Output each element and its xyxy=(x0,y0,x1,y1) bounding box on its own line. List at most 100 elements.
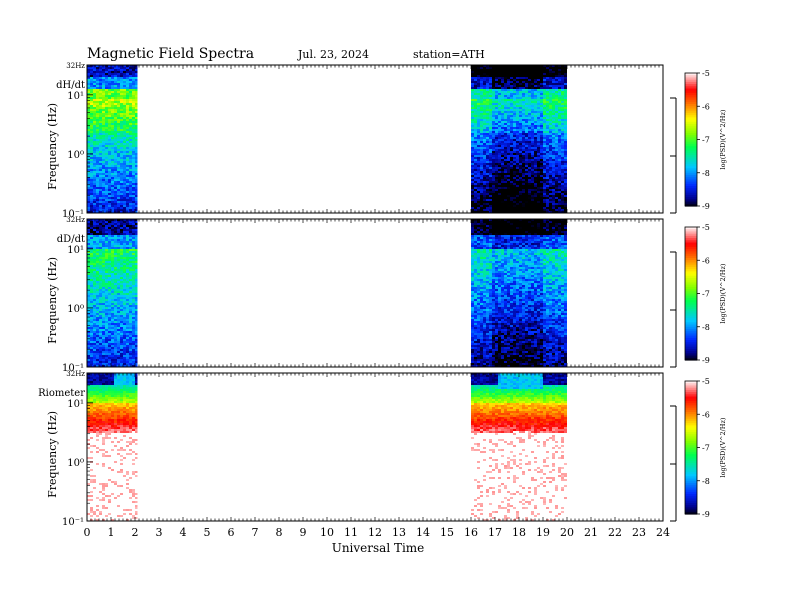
spectrogram-cell xyxy=(93,145,96,147)
spectrogram-cell xyxy=(90,163,93,165)
spectrogram-cell xyxy=(102,125,105,127)
spectrogram-cell xyxy=(498,209,501,211)
spectrogram-cell xyxy=(105,245,108,247)
spectrogram-cell xyxy=(135,203,138,205)
spectrogram-cell xyxy=(561,91,564,93)
spectrogram-cell xyxy=(114,65,117,67)
spectrogram-cell xyxy=(564,107,567,109)
spectrogram-cell xyxy=(135,95,138,97)
spectrogram-cell xyxy=(516,65,519,67)
spectrogram-cell xyxy=(132,231,135,233)
spectrogram-cell xyxy=(522,99,525,101)
spectrogram-cell xyxy=(483,71,486,73)
spectrogram-cell xyxy=(111,317,114,319)
spectrogram-cell xyxy=(486,67,489,69)
spectrogram-cell xyxy=(90,199,93,201)
spectrogram-cell xyxy=(480,211,483,213)
spectrogram-cell xyxy=(108,115,111,117)
spectrogram-cell xyxy=(117,289,120,291)
spectrogram-cell xyxy=(546,185,549,187)
spectrogram-cell xyxy=(471,143,474,145)
spectrogram-cell xyxy=(99,283,102,285)
spectrogram-cell xyxy=(534,181,537,183)
spectrogram-cell xyxy=(117,257,120,259)
spectrogram-cell xyxy=(483,73,486,75)
spectrogram-cell xyxy=(87,195,90,197)
spectrogram-cell xyxy=(129,309,132,311)
spectrogram-cell xyxy=(93,323,96,325)
spectrogram-cell xyxy=(516,97,519,99)
spectrogram-cell xyxy=(123,121,126,123)
spectrogram-cell xyxy=(483,209,486,211)
spectrogram-cell xyxy=(534,77,537,79)
spectrogram-cell xyxy=(93,241,96,243)
spectrogram-cell xyxy=(99,167,102,169)
spectrogram-cell xyxy=(522,89,525,91)
spectrogram-cell xyxy=(564,167,567,169)
spectrogram-cell xyxy=(486,175,489,177)
spectrogram-cell xyxy=(105,321,108,323)
spectrogram-cell xyxy=(501,191,504,193)
spectrogram-cell xyxy=(504,111,507,113)
spectrogram-cell xyxy=(120,227,123,229)
spectrogram-cell xyxy=(540,91,543,93)
spectrogram-cell xyxy=(504,199,507,201)
spectrogram-cell xyxy=(126,225,129,227)
spectrogram-cell xyxy=(528,87,531,89)
spectrogram-cell xyxy=(99,193,102,195)
spectrogram-cell xyxy=(498,79,501,81)
spectrogram-cell xyxy=(492,71,495,73)
spectrogram-cell xyxy=(549,75,552,77)
spectrogram-cell xyxy=(93,307,96,309)
spectrogram-cell xyxy=(99,267,102,269)
spectrogram-cell xyxy=(114,153,117,155)
spectrogram-cell xyxy=(108,73,111,75)
spectrogram-cell xyxy=(108,119,111,121)
spectrogram-cell xyxy=(501,111,504,113)
spectrogram-cell xyxy=(129,241,132,243)
spectrogram-cell xyxy=(513,97,516,99)
spectrogram-cell xyxy=(105,271,108,273)
spectrogram-cell xyxy=(477,69,480,71)
spectrogram-cell xyxy=(96,141,99,143)
spectrogram-cell xyxy=(129,85,132,87)
spectrogram-cell xyxy=(111,313,114,315)
spectrogram-cell xyxy=(102,157,105,159)
spectrogram-cell xyxy=(105,265,108,267)
spectrogram-cell xyxy=(558,147,561,149)
spectrogram-cell xyxy=(492,137,495,139)
spectrogram-cell xyxy=(474,187,477,189)
spectrogram-cell xyxy=(90,119,93,121)
spectrogram-cell xyxy=(540,77,543,79)
spectrogram-cell xyxy=(87,127,90,129)
spectrogram-cell xyxy=(96,151,99,153)
spectrogram-cell xyxy=(489,105,492,107)
spectrogram-cell xyxy=(105,121,108,123)
spectrogram-cell xyxy=(480,183,483,185)
spectrogram-cell xyxy=(111,91,114,93)
spectrogram-cell xyxy=(108,75,111,77)
spectrogram-cell xyxy=(525,137,528,139)
spectrogram-cell xyxy=(549,129,552,131)
spectrogram-cell xyxy=(126,95,129,97)
spectrogram-cell xyxy=(528,115,531,117)
spectrogram-cell xyxy=(561,109,564,111)
spectrogram-cell xyxy=(108,79,111,81)
spectrogram-cell xyxy=(96,73,99,75)
spectrogram-cell xyxy=(540,101,543,103)
spectrogram-cell xyxy=(132,269,135,271)
spectrogram-cell xyxy=(540,129,543,131)
spectrogram-cell xyxy=(531,175,534,177)
spectrogram-cell xyxy=(492,165,495,167)
spectrogram-cell xyxy=(525,165,528,167)
spectrogram-cell xyxy=(561,161,564,163)
spectrogram-cell xyxy=(486,191,489,193)
spectrogram-cell xyxy=(507,179,510,181)
spectrogram-cell xyxy=(126,325,129,327)
spectrogram-cell xyxy=(489,179,492,181)
spectrogram-cell xyxy=(522,167,525,169)
spectrogram-cell xyxy=(522,107,525,109)
spectrogram-cell xyxy=(531,77,534,79)
spectrogram-cell xyxy=(519,131,522,133)
spectrogram-cell xyxy=(102,145,105,147)
